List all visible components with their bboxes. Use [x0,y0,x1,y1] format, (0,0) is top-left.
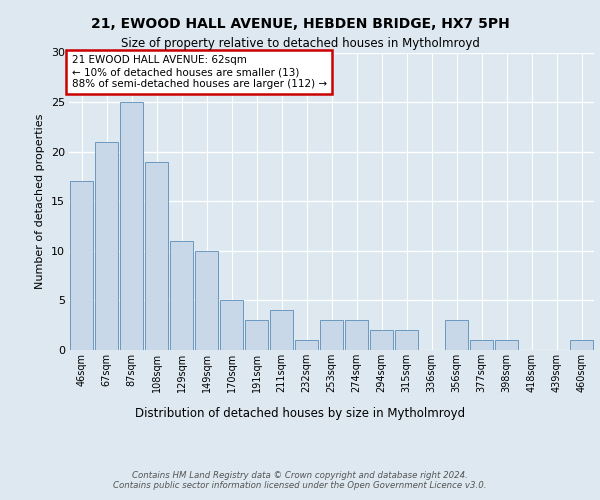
Bar [395,330,418,350]
Bar [245,320,268,350]
Text: Distribution of detached houses by size in Mytholmroyd: Distribution of detached houses by size … [135,408,465,420]
Bar [270,310,293,350]
Bar [220,300,243,350]
Bar [195,251,218,350]
Text: Contains HM Land Registry data © Crown copyright and database right 2024.
Contai: Contains HM Land Registry data © Crown c… [113,470,487,490]
Bar [445,320,468,350]
Y-axis label: Number of detached properties: Number of detached properties [35,114,45,289]
Bar [570,340,593,350]
Bar [170,241,193,350]
Text: 21 EWOOD HALL AVENUE: 62sqm
← 10% of detached houses are smaller (13)
88% of sem: 21 EWOOD HALL AVENUE: 62sqm ← 10% of det… [71,56,327,88]
Bar [120,102,143,350]
Bar [295,340,318,350]
Bar [470,340,493,350]
Text: Size of property relative to detached houses in Mytholmroyd: Size of property relative to detached ho… [121,38,479,51]
Bar [320,320,343,350]
Bar [95,142,118,350]
Bar [495,340,518,350]
Bar [145,162,168,350]
Text: 21, EWOOD HALL AVENUE, HEBDEN BRIDGE, HX7 5PH: 21, EWOOD HALL AVENUE, HEBDEN BRIDGE, HX… [91,18,509,32]
Bar [345,320,368,350]
Bar [370,330,393,350]
Bar [70,182,93,350]
